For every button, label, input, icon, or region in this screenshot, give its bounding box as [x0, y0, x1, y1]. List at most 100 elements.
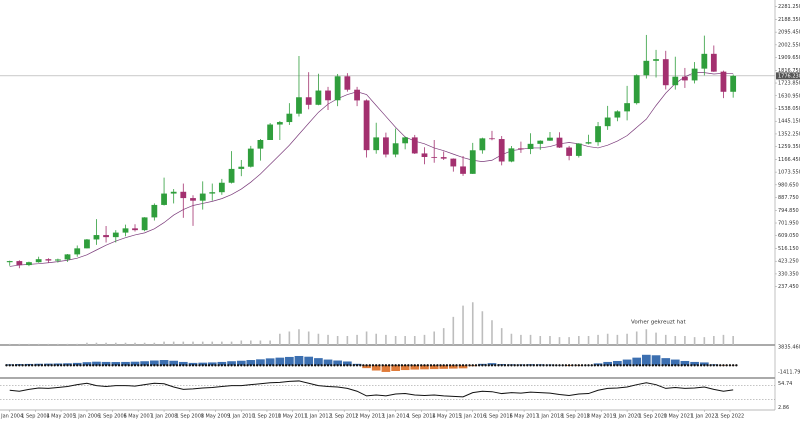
squeeze-dot	[612, 364, 616, 367]
squeeze-dot	[577, 364, 581, 367]
histogram-bar	[622, 359, 632, 366]
squeeze-dot	[95, 364, 98, 367]
squeeze-dot	[548, 364, 552, 367]
volume-bar	[201, 341, 204, 345]
squeeze-dot	[416, 364, 420, 367]
squeeze-dot	[146, 364, 150, 367]
last-price-label: 1776.230	[778, 73, 800, 79]
y-tick-label: 1723.850	[778, 81, 800, 87]
candle-body	[392, 143, 399, 155]
squeeze-dot	[584, 364, 587, 367]
y-tick-label: 701.950	[778, 221, 799, 227]
y-tick-label: 794.850	[778, 208, 799, 214]
squeeze-dot	[468, 364, 471, 367]
squeeze-dot	[320, 364, 323, 367]
y-tick-label: 1073.550	[778, 170, 800, 176]
x-tick-label: 1 Jan 2022	[691, 414, 718, 420]
candle-body	[199, 193, 206, 201]
squeeze-dot	[50, 364, 53, 367]
oscillator-tick-label: 2.86	[778, 405, 789, 411]
x-tick-label: 1 Jan 2014	[382, 414, 409, 420]
candle-body	[440, 157, 447, 159]
squeeze-dot	[30, 364, 34, 367]
histogram-bar	[82, 362, 92, 366]
histogram-bar	[294, 355, 304, 366]
squeeze-dot	[262, 364, 265, 367]
candle-body	[218, 182, 225, 193]
volume-bar	[163, 341, 165, 345]
squeeze-dot	[294, 364, 297, 367]
squeeze-dot	[590, 364, 593, 367]
squeeze-dot	[175, 364, 179, 367]
histogram-bar	[217, 361, 227, 366]
candle-body	[643, 60, 650, 76]
candle-body	[161, 193, 167, 205]
volume-bar	[539, 336, 542, 345]
squeeze-dot	[330, 364, 333, 367]
squeeze-dot	[34, 364, 37, 367]
volume-bar	[288, 331, 291, 345]
volume-bar	[385, 334, 387, 345]
squeeze-dot	[63, 364, 66, 367]
squeeze-dot	[104, 364, 108, 367]
squeeze-dot	[493, 364, 497, 367]
squeeze-dot	[635, 364, 638, 367]
squeeze-dot	[622, 364, 626, 367]
squeeze-dot	[204, 364, 208, 367]
squeeze-dot	[674, 364, 677, 367]
candle-body	[681, 76, 688, 81]
x-tick-label: 1 Jan 2018	[537, 414, 564, 420]
squeeze-dot	[477, 364, 481, 367]
squeeze-dot	[429, 364, 433, 367]
volume-bar	[664, 334, 667, 345]
candle-body	[701, 53, 708, 69]
candle-body	[132, 228, 138, 231]
squeeze-dot	[519, 364, 523, 367]
histogram-bar	[439, 365, 449, 369]
squeeze-dot	[667, 364, 671, 367]
histogram-bar	[304, 356, 314, 366]
candle-body	[344, 76, 351, 90]
x-tick-label: 1 Jan 2006	[74, 414, 101, 420]
x-tick-label: 1 May 2007	[123, 414, 152, 420]
volume-bar	[317, 333, 320, 345]
candle-body	[26, 262, 32, 266]
candle-body	[691, 68, 698, 81]
squeeze-dot	[699, 364, 703, 367]
volume-bar	[655, 332, 657, 345]
histogram-bar	[690, 361, 699, 366]
histogram-bar	[130, 361, 140, 366]
squeeze-dot	[487, 364, 490, 367]
squeeze-dot	[133, 364, 137, 367]
squeeze-dot	[593, 364, 597, 367]
volume-bar	[510, 333, 513, 345]
squeeze-dot	[410, 364, 413, 367]
volume-bar	[674, 336, 677, 345]
volume-bar	[471, 302, 474, 345]
squeeze-dot	[137, 364, 140, 367]
squeeze-dot	[526, 364, 529, 367]
volume-bar	[8, 343, 11, 345]
squeeze-dot	[400, 364, 404, 367]
volume-bar	[626, 333, 628, 345]
volume-bar	[18, 343, 21, 345]
histogram-bar	[391, 365, 400, 371]
squeeze-dot	[452, 364, 455, 367]
volume-bar	[375, 333, 377, 345]
squeeze-dot	[423, 364, 426, 367]
candle-body	[479, 138, 486, 151]
volume-bar	[442, 328, 445, 345]
histogram-bar	[140, 361, 149, 366]
candle-body	[54, 259, 61, 261]
histogram-bar	[641, 354, 651, 366]
squeeze-dot	[339, 364, 343, 367]
y-tick-label: 1630.950	[778, 93, 800, 99]
histogram-bar	[121, 361, 130, 366]
histogram-bar	[333, 360, 342, 366]
x-tick-label: 1 Sep 2022	[716, 414, 745, 420]
y-tick-label: 1816.750	[778, 68, 800, 74]
histogram-bar	[420, 365, 429, 370]
squeeze-dot	[249, 364, 252, 367]
squeeze-dot	[201, 364, 204, 367]
candle-body	[402, 137, 409, 144]
